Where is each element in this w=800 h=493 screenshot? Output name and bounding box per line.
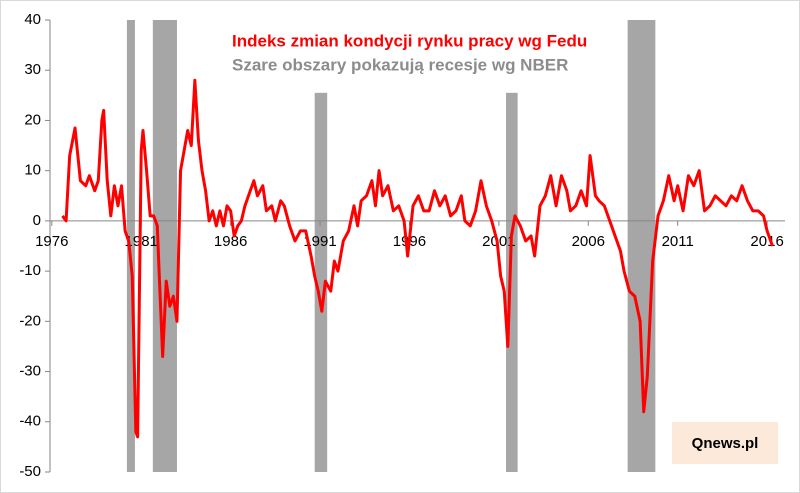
y-tick-label: 10: [24, 162, 41, 179]
recession-band: [314, 92, 328, 473]
x-tick-label: 2006: [572, 233, 605, 250]
chart-title: Indeks zmian kondycji rynku pracy wg Fed…: [232, 31, 587, 50]
source-box: [672, 422, 778, 464]
y-tick-label: -50: [19, 463, 41, 480]
x-tick-label: 1991: [303, 233, 336, 250]
source: Qnews.pl: [692, 435, 759, 452]
x-tick-label: 2016: [750, 233, 783, 250]
x-tick-label: 1986: [214, 233, 247, 250]
chart-subtitle: Szare obszary pokazują recesje wg NBER: [232, 55, 568, 74]
index-line: [61, 78, 774, 439]
y-tick-label: -10: [19, 262, 41, 279]
y-tick-label: -20: [19, 312, 41, 329]
y-tick-label: -30: [19, 363, 41, 380]
y-tick-label: -40: [19, 413, 41, 430]
x-tick-label: 2001: [482, 233, 515, 250]
y-tick-label: 0: [33, 212, 41, 229]
x-tick-label: 1976: [35, 233, 68, 250]
recession-band: [126, 20, 135, 472]
x-tick-label: 2011: [662, 233, 694, 250]
y-tick-label: 20: [24, 111, 41, 128]
recession-band: [627, 20, 656, 472]
recession-band: [506, 92, 518, 473]
y-tick-label: 30: [24, 61, 41, 78]
y-tick-label: 40: [24, 11, 41, 28]
